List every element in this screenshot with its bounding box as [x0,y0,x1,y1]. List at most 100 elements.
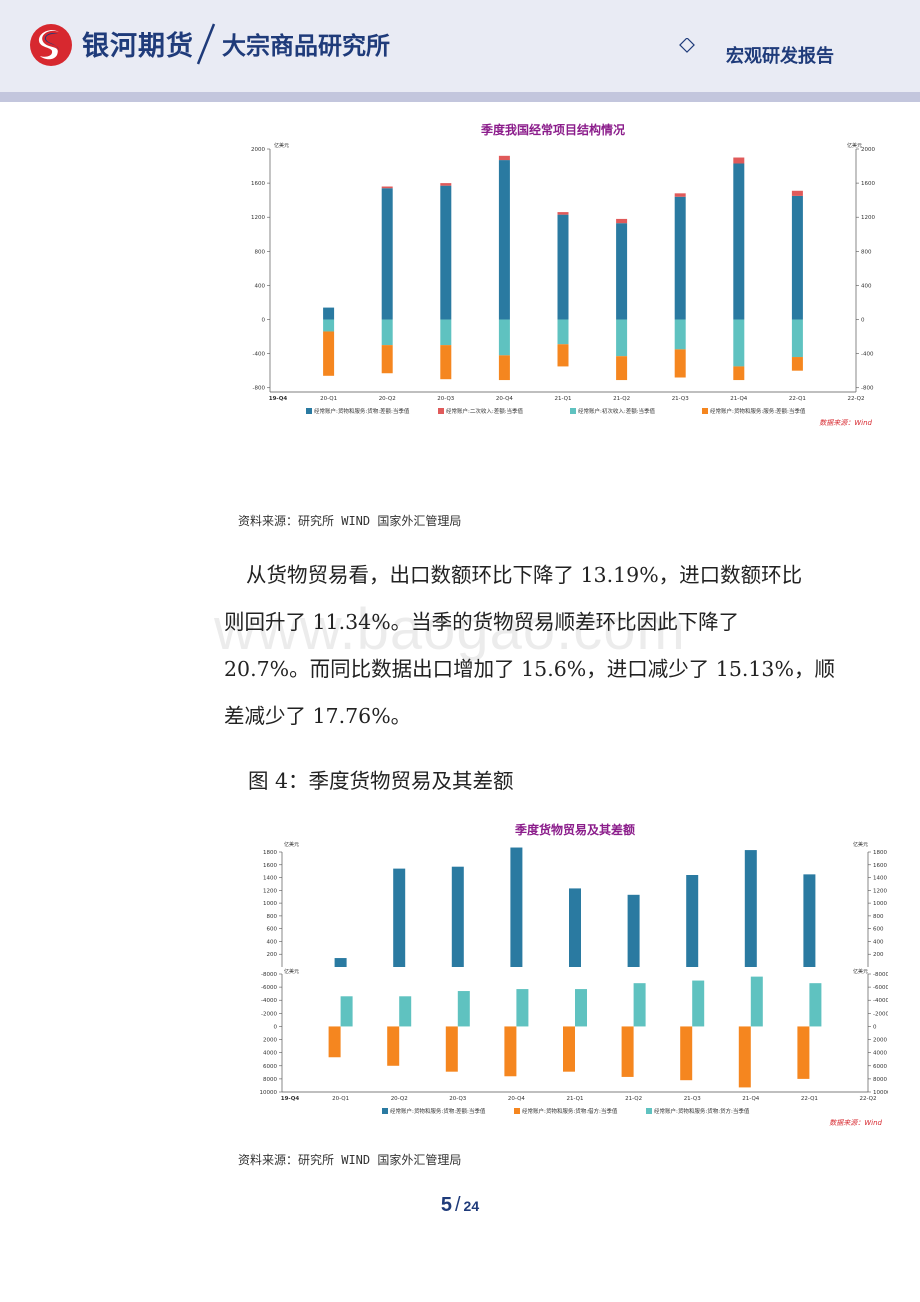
legend-swatch [514,1108,520,1114]
bar [328,1026,341,1058]
y-tick-label-right: 1200 [873,888,887,894]
y-tick-label-left: -6000 [261,985,277,991]
y-tick-label-left: -400 [253,352,266,358]
x-tick-label: 20-Q1 [332,1096,349,1102]
bar-segment [498,319,510,356]
bar-segment [381,345,393,374]
brand-subtitle: 大宗商品研究所 [222,32,390,60]
y-tick-label-right: 2000 [861,147,875,153]
y-tick-label-left: 1400 [263,876,277,882]
bar [569,888,581,967]
bar-segment [733,366,745,381]
bar-segment [557,319,569,345]
x-tick-label: 22-Q1 [789,396,806,402]
y-tick-label-right: 1000 [873,901,887,907]
chart-title: 季度我国经常项目结构情况 [480,122,625,137]
x-tick-label: 21-Q3 [672,396,690,402]
bar-segment [674,319,686,350]
y-tick-label-left: 1800 [263,850,277,856]
x-tick-label: 21-Q4 [742,1096,760,1102]
bar-segment [674,349,686,378]
y-tick-label-right: 8000 [873,1077,887,1083]
bar-segment [791,195,803,320]
y-tick-label-left: 400 [255,283,266,289]
bar-segment [381,188,393,320]
bar [393,868,406,967]
chart-unit-right-lower: 亿美元 [853,968,868,975]
bar [750,976,763,1027]
y-tick-label-left: 6000 [263,1064,277,1070]
bar [563,1026,575,1072]
bar [504,1026,517,1077]
x-tick-label: 21-Q2 [613,396,630,402]
bar [797,1026,810,1079]
bar-segment [498,155,510,161]
y-tick-label-right: -400 [861,352,874,358]
chart-legend: 经常账户:货物和服务:货物:差额:当季值 经常账户:货物和服务:货物:借方:当季值… [382,1107,750,1115]
y-tick-label-left: -8000 [261,972,277,978]
bar [399,996,412,1027]
x-tick-label: 20-Q4 [508,1096,526,1102]
x-tick-label: 20-Q1 [320,396,337,402]
legend-label: 经常账户:货物和服务:服务:差额:当季值 [710,407,806,415]
x-tick-label: 20-Q3 [437,396,455,402]
bar-segment [323,307,335,320]
legend-label: 经常账户:二次收入:差额:当季值 [446,407,524,415]
bar [575,989,587,1027]
page-number: 5/24 [0,1194,920,1217]
bar [516,989,529,1027]
bar-segment [733,163,745,320]
x-tick-label: 19-Q4 [281,1096,300,1102]
chart-title: 季度货物贸易及其差额 [514,822,635,837]
bar-segment [791,319,803,358]
x-tick-label: 20-Q3 [449,1096,467,1102]
bar [633,983,646,1027]
x-tick-label: 21-Q3 [684,1096,702,1102]
legend-swatch [570,408,576,414]
bar-segment [498,160,510,320]
bar-segment [323,319,335,332]
bar-segment [791,190,803,196]
bar [627,894,640,967]
legend-swatch [702,408,708,414]
paragraph-line: 差减少了 17.76%。 [224,704,412,728]
y-tick-label-right: -2000 [873,1011,888,1017]
chart-plot-area: 1800 1800 1600 1600 1400 1400 1200 1200 1000 1000… [260,847,888,1102]
bar [809,983,822,1027]
bar-segment [440,185,452,320]
bar-segment [733,319,745,367]
bar-segment [323,331,335,376]
legend-swatch [438,408,444,414]
y-tick-label-right: 1200 [861,215,875,221]
y-tick-label-right: 400 [861,283,872,289]
chart-source-tag: 数据来源：Wind [829,1119,882,1127]
y-tick-label-right: 1400 [873,876,887,882]
y-tick-label-left: 1200 [251,215,265,221]
y-tick-label-right: 2000 [873,1038,887,1044]
y-tick-label-left: 600 [267,927,278,933]
bar-segment [440,183,452,186]
y-tick-label-right: 800 [873,914,884,920]
bar [510,847,523,967]
y-tick-label-right: 400 [873,939,884,945]
y-tick-label-right: -4000 [873,998,888,1004]
bar-segment [557,344,569,367]
y-tick-label-left: 1200 [263,888,277,894]
paragraph-line: 则回升了 11.34%。当季的货物贸易顺差环比因此下降了 [224,610,740,634]
y-tick-label-right: -6000 [873,985,888,991]
galaxy-futures-logo [30,24,72,66]
chart-unit-left: 亿美元 [274,142,289,149]
y-tick-label-right: 0 [873,1024,877,1030]
chart-unit-right: 亿美元 [847,142,862,149]
report-type: 宏观研发报告 [726,46,834,67]
bar-segment [557,212,569,215]
y-tick-label-left: 800 [267,914,278,920]
paragraph-line: 20.7%。而同比数据出口增加了 15.6%，进口减少了 15.13%，顺 [224,657,835,681]
bar-segment [498,355,510,381]
bar-segment [733,157,745,164]
y-tick-label-left: -800 [253,386,266,392]
y-tick-label-right: 4000 [873,1051,887,1057]
y-tick-label-left: 1600 [263,863,277,869]
y-tick-label-right: 0 [861,318,865,324]
